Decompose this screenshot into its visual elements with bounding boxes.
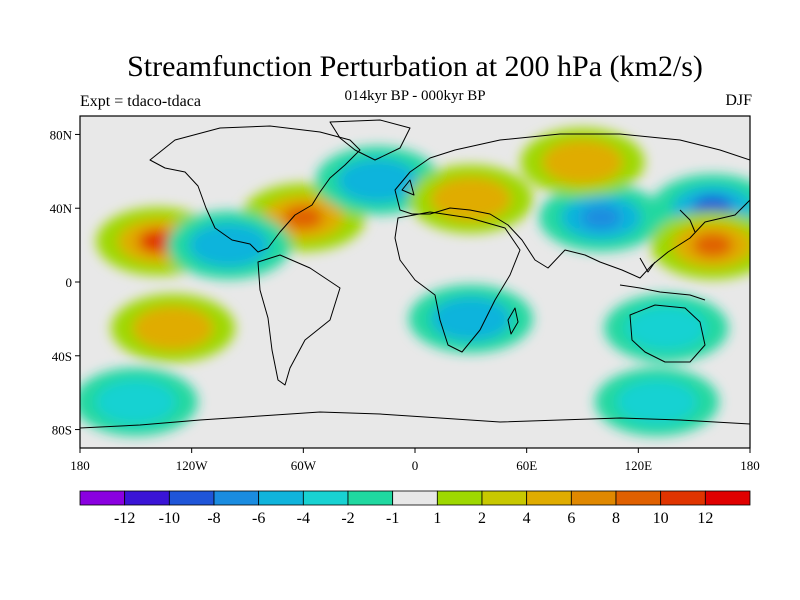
colorbar-swatch (168, 490, 215, 506)
colorbar-swatch (704, 490, 751, 506)
field-anomaly-core (692, 233, 733, 258)
colorbar-swatch (392, 490, 438, 506)
field-anomaly-core (636, 389, 677, 414)
colorbar-label: 4 (523, 510, 531, 527)
colorbar-label: -2 (341, 510, 354, 527)
season-label: DJF (725, 92, 752, 109)
field-anomaly-core (646, 316, 687, 341)
figure-subtitle: 014kyr BP - 000kyr BP (344, 88, 486, 104)
lon-tick-label: 180 (70, 458, 90, 473)
colorbar-swatch (481, 490, 528, 506)
lat-tick-label: 40N (50, 201, 73, 216)
colorbar-label: 10 (653, 510, 669, 527)
field-anomaly-core (562, 150, 603, 175)
field-anomaly-core (208, 233, 249, 258)
colorbar-swatch (302, 490, 349, 506)
colorbar-label: -4 (297, 510, 310, 527)
field-layer (80, 116, 750, 448)
colorbar-swatch (124, 490, 170, 506)
field-anomaly-core (450, 187, 491, 211)
colorbar-label: -6 (252, 510, 265, 527)
lon-tick-label: 60E (516, 458, 537, 473)
colorbar-label: 8 (612, 510, 620, 527)
lon-tick-label: 60W (291, 458, 317, 473)
colorbar-label: -12 (114, 510, 135, 527)
longitude-axis: 180 120W 60W 0 60E 120E 180 (70, 448, 760, 473)
colorbar-swatch (615, 490, 662, 506)
colorbar-label: -8 (207, 510, 220, 527)
experiment-label: Expt = tdaco-tdaca (80, 93, 201, 110)
lon-tick-label: 0 (412, 458, 419, 473)
colorbar-label: 6 (567, 510, 575, 527)
colorbar-swatch (258, 490, 304, 506)
lon-tick-label: 120E (625, 458, 653, 473)
colorbar-swatch (213, 490, 260, 506)
field-anomaly-core (153, 316, 194, 341)
colorbar-swatch (347, 490, 394, 506)
lat-tick-label: 40S (52, 349, 72, 364)
colorbar-swatch (570, 490, 617, 506)
lon-tick-label: 180 (740, 458, 760, 473)
lon-tick-label: 120W (176, 458, 209, 473)
colorbar-label: 1 (433, 510, 441, 527)
lat-tick-label: 80S (52, 423, 72, 438)
latitude-axis: 80N 40N 0 40S 80S (50, 127, 80, 438)
field-anomaly-core (283, 205, 324, 230)
field-anomaly-core (357, 168, 398, 193)
field-anomaly-core (115, 389, 156, 414)
field-anomaly-core (581, 205, 622, 230)
lat-tick-label: 80N (50, 127, 73, 142)
colorbar-swatch (79, 490, 126, 506)
field-anomaly-core (450, 306, 491, 331)
colorbar-label: -10 (159, 510, 180, 527)
colorbar-swatch (660, 490, 706, 506)
colorbar-label: 2 (478, 510, 486, 527)
colorbar-label: -1 (386, 510, 399, 527)
figure-title: Streamfunction Perturbation at 200 hPa (… (127, 50, 703, 83)
lat-tick-label: 0 (66, 275, 73, 290)
colorbar-swatch (436, 490, 483, 506)
colorbar-label: 12 (697, 510, 713, 527)
coastlines (80, 119, 750, 429)
colorbar: -12 -10 -8 -6 -4 -2 -1 1 2 4 6 8 10 12 (79, 490, 751, 527)
colorbar-swatch (526, 490, 572, 506)
